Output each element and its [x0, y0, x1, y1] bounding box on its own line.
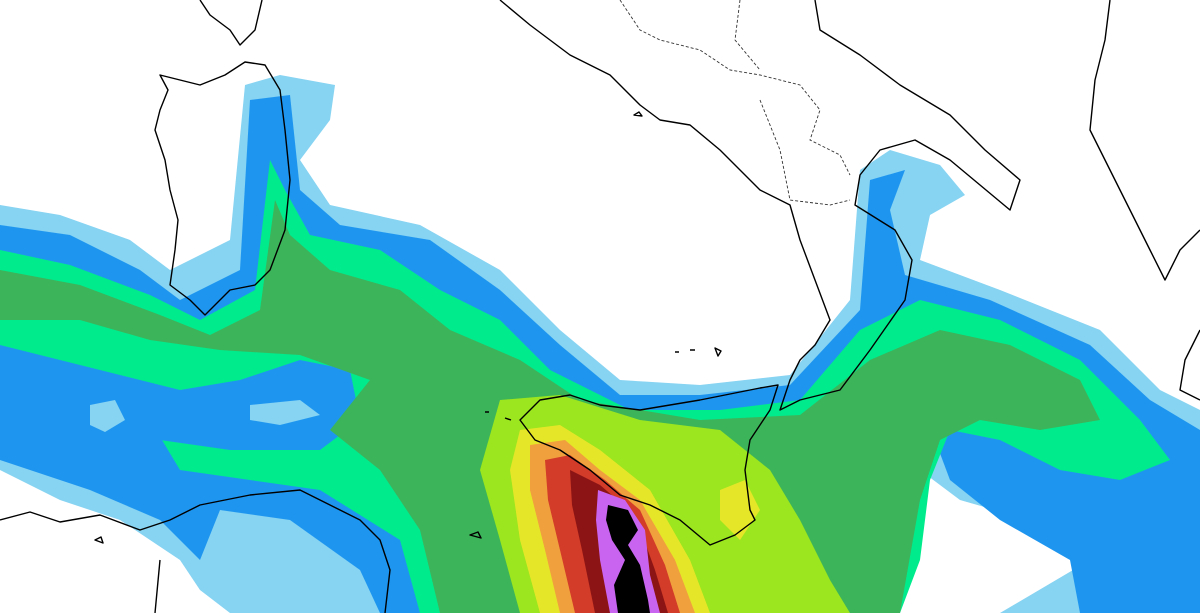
coastline-tunisia [0, 489, 391, 613]
coastline-corsica [199, 0, 263, 46]
coastline-sardinia [154, 61, 291, 316]
precip-core [606, 505, 650, 613]
coastline-greece [1089, 0, 1200, 401]
regional-borders [619, 0, 851, 206]
coastline-sicily [519, 384, 779, 546]
precip-blue-patch [0, 345, 360, 450]
coastline-italy [499, 0, 1021, 411]
islands [94, 111, 722, 544]
precip-light-patch [90, 400, 320, 432]
